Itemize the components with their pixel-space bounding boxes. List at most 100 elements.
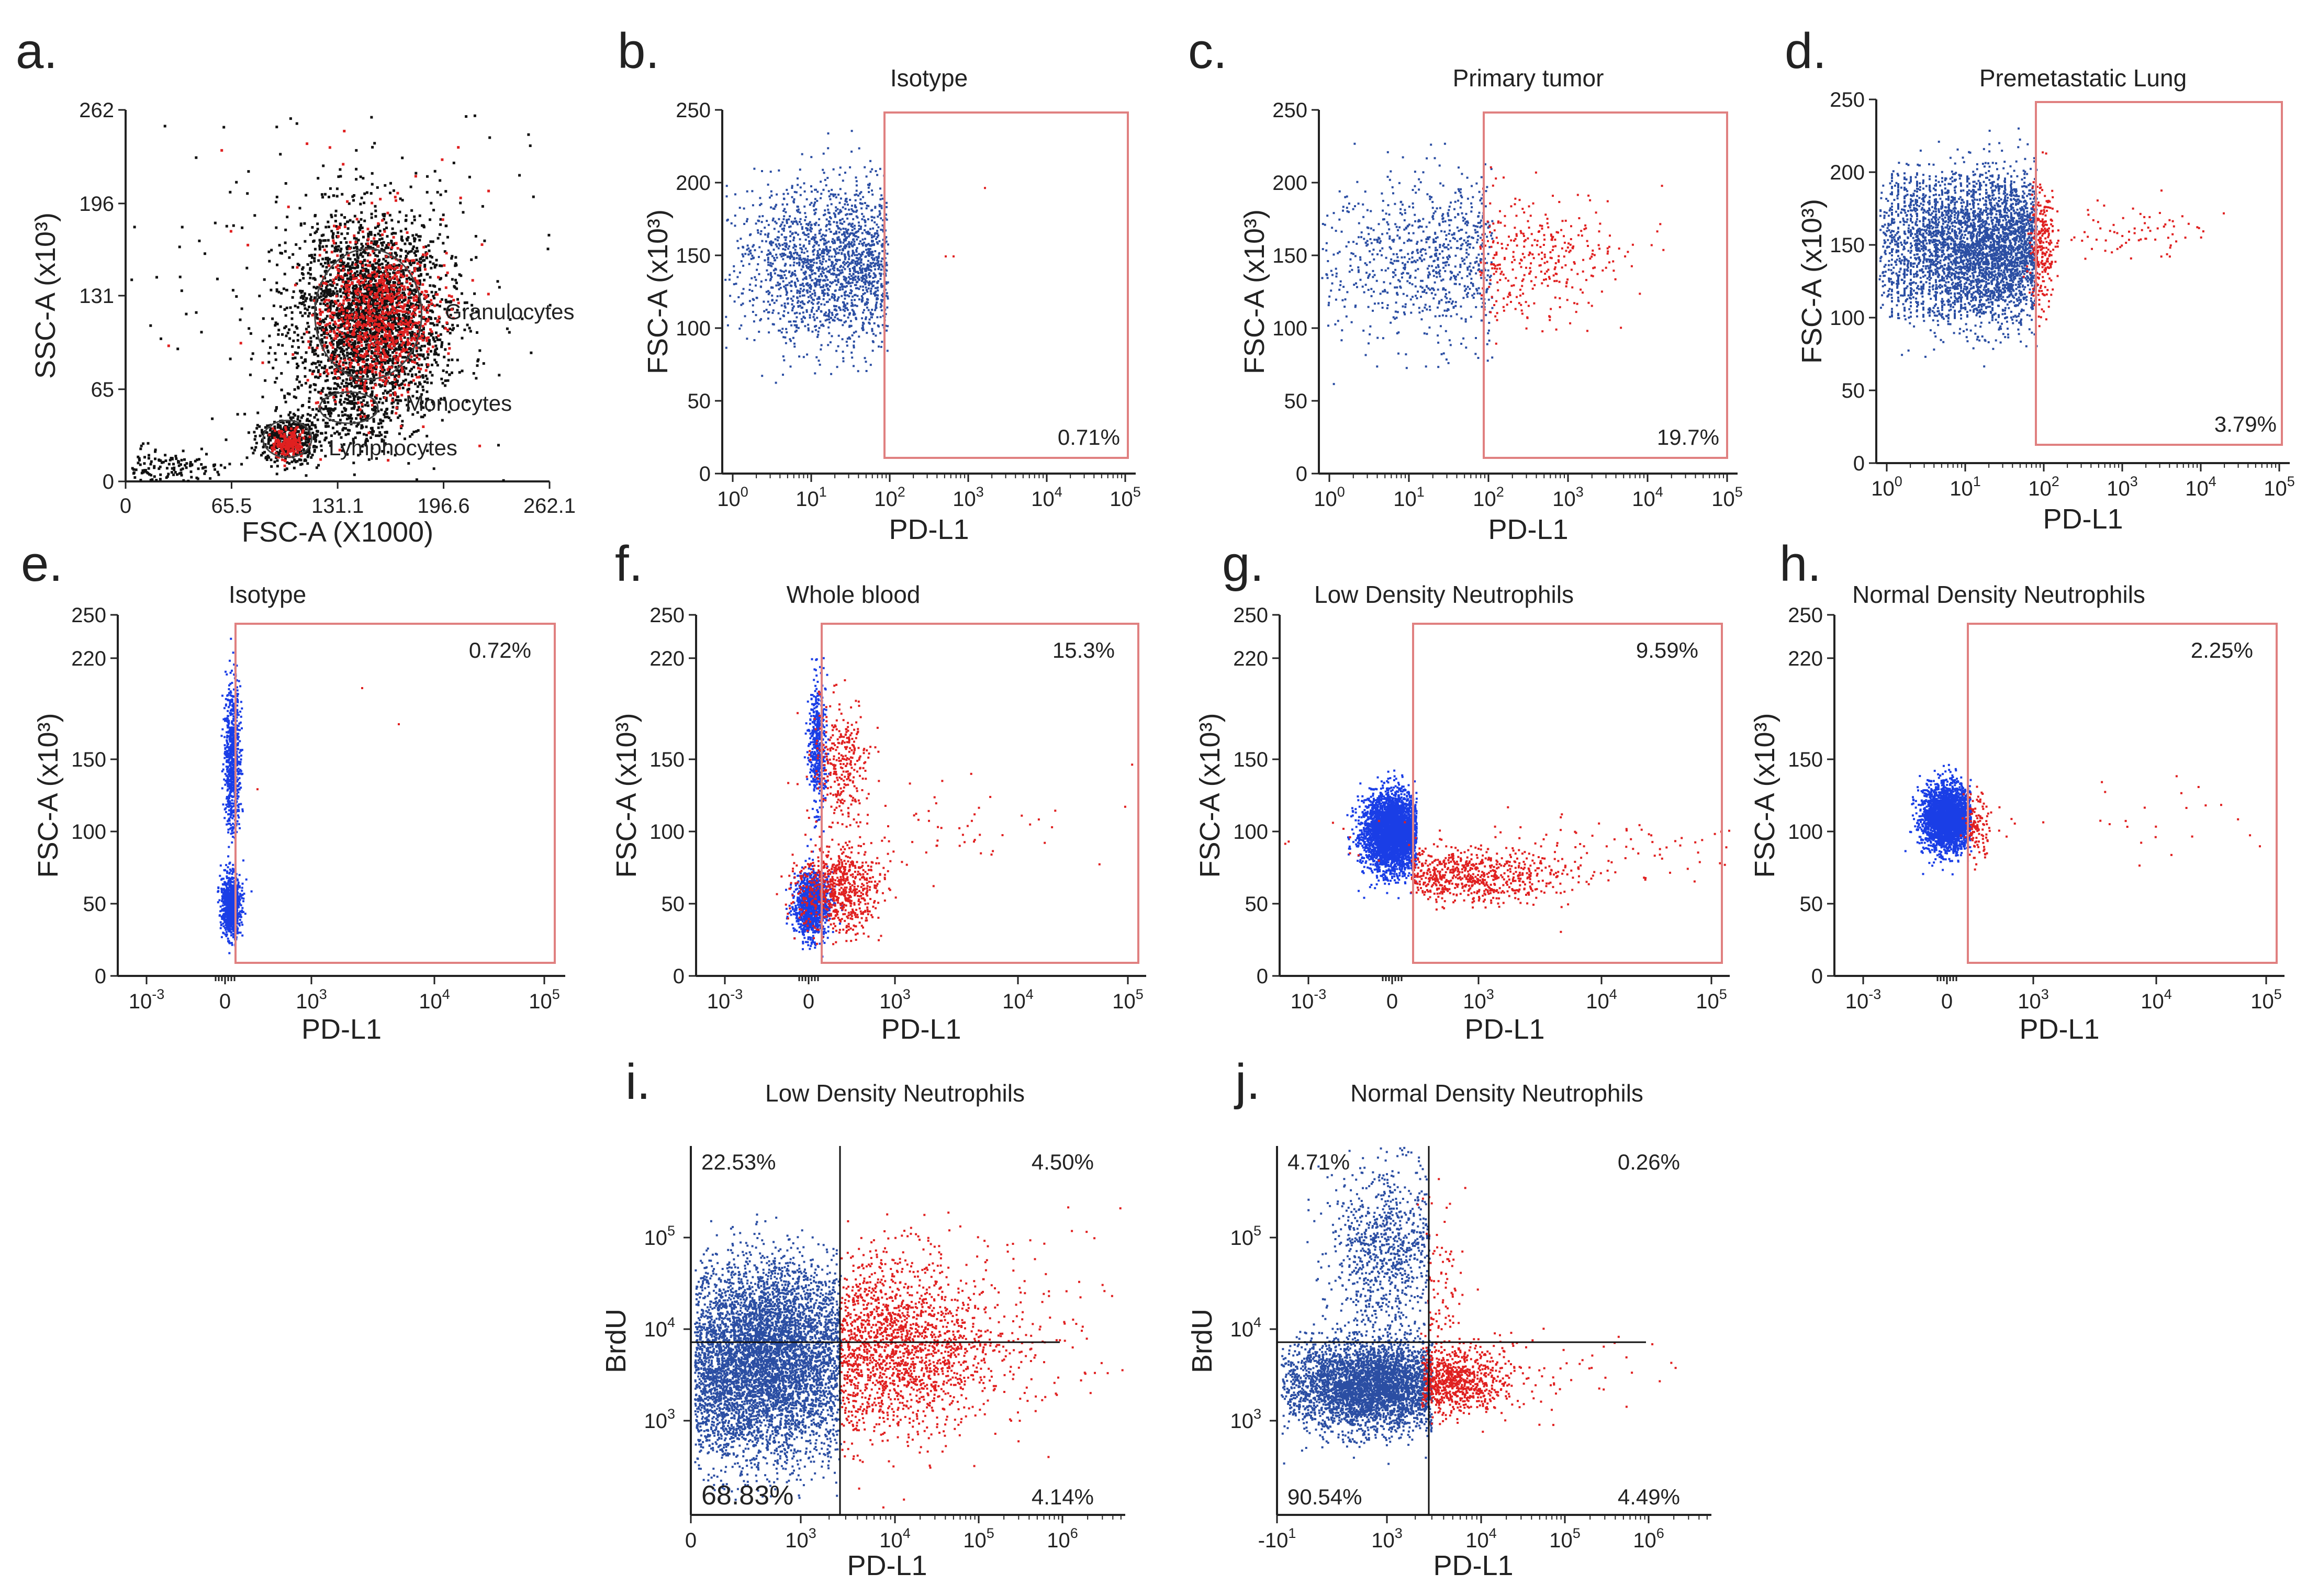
b-events-red xyxy=(945,187,986,257)
a-ytick-label: 65 xyxy=(91,378,115,401)
f-events-red xyxy=(776,679,1134,946)
f-ytick-label: 0 xyxy=(673,965,685,988)
j-xtick-label: 106 xyxy=(1633,1525,1664,1552)
panel-title: Normal Density Neutrophils xyxy=(1852,581,2145,608)
panel-j: j. Normal Density Neutrophils -101 103 104 10… xyxy=(1186,1054,1711,1581)
f-ytick-label: 250 xyxy=(649,604,685,627)
h-xtick-label: 105 xyxy=(2250,986,2282,1013)
d-ytick-label: 0 xyxy=(1853,452,1865,475)
panel-i: i. Low Density Neutrophils 0 103 104 105 106 10… xyxy=(600,1054,1125,1581)
panel-letter: g. xyxy=(1222,536,1264,592)
a-events-red-points xyxy=(167,130,490,467)
j-ytick-label: 105 xyxy=(1230,1223,1261,1250)
e-events-red xyxy=(256,687,400,791)
j-ytick-label: 104 xyxy=(1230,1314,1261,1341)
g-ytick-label: 50 xyxy=(1245,893,1269,916)
f-xtick-label: 103 xyxy=(879,986,911,1013)
c-ytick-label: 150 xyxy=(1272,244,1307,267)
e-gate-percent: 0.72% xyxy=(469,638,531,662)
d-ytick-label: 150 xyxy=(1830,234,1865,257)
b-ytick-label: 50 xyxy=(688,390,711,413)
j-xtick-label: -101 xyxy=(1258,1525,1296,1552)
e-ytick-label: 100 xyxy=(71,821,106,844)
e-xtick-label: 0 xyxy=(219,990,231,1013)
a-xtick-label: 0 xyxy=(120,494,131,518)
j-events-red xyxy=(1417,1178,1677,1433)
c-ytick-label: 100 xyxy=(1272,317,1307,340)
a-x-axis-title: FSC-A (X1000) xyxy=(242,516,433,548)
i-events-blue-points xyxy=(694,1213,842,1501)
e-ytick-label: 220 xyxy=(71,647,106,670)
b-xtick-label: 101 xyxy=(796,484,827,511)
f-xtick-label: 10-3 xyxy=(707,986,743,1013)
i-quadrant-top-right: 4.50% xyxy=(1032,1150,1094,1174)
a-events-black xyxy=(130,114,552,482)
f-xtick-label: 0 xyxy=(803,990,814,1013)
e-ytick-label: 0 xyxy=(95,965,106,988)
b-xtick-label: 102 xyxy=(874,484,905,511)
c-ytick-label: 50 xyxy=(1284,390,1308,413)
panel-title: Premetastatic Lung xyxy=(1979,64,2187,92)
e-xtick-label: 10-3 xyxy=(129,986,165,1013)
b-ytick-label: 0 xyxy=(699,463,711,486)
h-ytick-label: 220 xyxy=(1788,647,1823,670)
c-xtick-label: 102 xyxy=(1473,484,1504,511)
i-xtick-label: 103 xyxy=(785,1525,816,1552)
panel-title: Low Density Neutrophils xyxy=(1314,581,1574,608)
b-y-axis-title: FSC-A (x10³) xyxy=(642,209,674,374)
b-xtick-label: 105 xyxy=(1110,484,1141,511)
g-events-blue xyxy=(1346,769,1418,900)
f-x-axis-title: PD-L1 xyxy=(881,1014,961,1045)
panel-title: Primary tumor xyxy=(1453,64,1604,92)
j-xtick-label: 104 xyxy=(1465,1525,1497,1552)
a-xtick-label: 196.6 xyxy=(418,494,470,518)
a-ytick-label: 131 xyxy=(79,285,114,308)
h-gate xyxy=(1967,623,2278,964)
f-ytick-label: 50 xyxy=(662,893,685,916)
g-events-red-points xyxy=(1284,806,1730,933)
h-events-red xyxy=(1959,775,2261,871)
e-xtick-label: 105 xyxy=(529,986,560,1013)
g-gate-percent: 9.59% xyxy=(1636,638,1698,662)
panel-f: f. Whole blood 10-3 0 103 104 105 0 50 100 150 220 2… xyxy=(611,536,1146,1045)
i-xtick-label: 0 xyxy=(685,1529,697,1552)
panel-letter: h. xyxy=(1779,536,1821,592)
g-ytick-label: 220 xyxy=(1233,647,1268,670)
panel-c: c. Primary tumor 100 101 102 103 104 105 0 50 100 1… xyxy=(1188,23,1743,545)
b-ytick-label: 200 xyxy=(676,172,711,195)
a-gate-granulocytes xyxy=(314,248,423,380)
a-xtick-label: 262.1 xyxy=(523,494,576,518)
a-ytick-label: 262 xyxy=(79,99,114,122)
f-ytick-label: 220 xyxy=(649,647,685,670)
h-ytick-label: 100 xyxy=(1788,821,1823,844)
panel-letter: j. xyxy=(1234,1054,1260,1110)
g-xtick-label: 10-3 xyxy=(1291,986,1327,1013)
i-quadrant-bottom-left: 68.83% xyxy=(701,1480,793,1511)
panel-letter: d. xyxy=(1785,23,1827,79)
panel-letter: e. xyxy=(21,536,63,592)
f-xtick-label: 104 xyxy=(1002,986,1034,1013)
i-xtick-label: 105 xyxy=(963,1525,994,1552)
i-events-red-points xyxy=(840,1206,1124,1509)
panel-title: Isotype xyxy=(229,581,306,608)
h-events-blue xyxy=(1904,763,1973,875)
d-ytick-label: 250 xyxy=(1830,88,1865,111)
c-ytick-label: 200 xyxy=(1272,172,1307,195)
j-x-axis-title: PD-L1 xyxy=(1433,1550,1513,1581)
i-x-axis-title: PD-L1 xyxy=(847,1550,927,1581)
h-y-axis-title: FSC-A (x10³) xyxy=(1749,713,1780,878)
a-events-red xyxy=(167,130,490,467)
d-xtick-label: 101 xyxy=(1950,474,1981,500)
b-ytick-label: 150 xyxy=(676,244,711,267)
e-x-axis-title: PD-L1 xyxy=(301,1014,382,1045)
c-x-axis-title: PD-L1 xyxy=(1488,514,1568,545)
e-ytick-label: 50 xyxy=(83,893,107,916)
f-gate-percent: 15.3% xyxy=(1052,638,1115,662)
c-events-blue-points xyxy=(1321,142,1494,385)
j-quadrant-bottom-left: 90.54% xyxy=(1287,1485,1362,1509)
c-gate xyxy=(1483,111,1728,459)
f-ytick-label: 100 xyxy=(649,821,685,844)
j-quadrant-top-right: 0.26% xyxy=(1618,1150,1680,1174)
c-xtick-label: 100 xyxy=(1314,484,1345,511)
